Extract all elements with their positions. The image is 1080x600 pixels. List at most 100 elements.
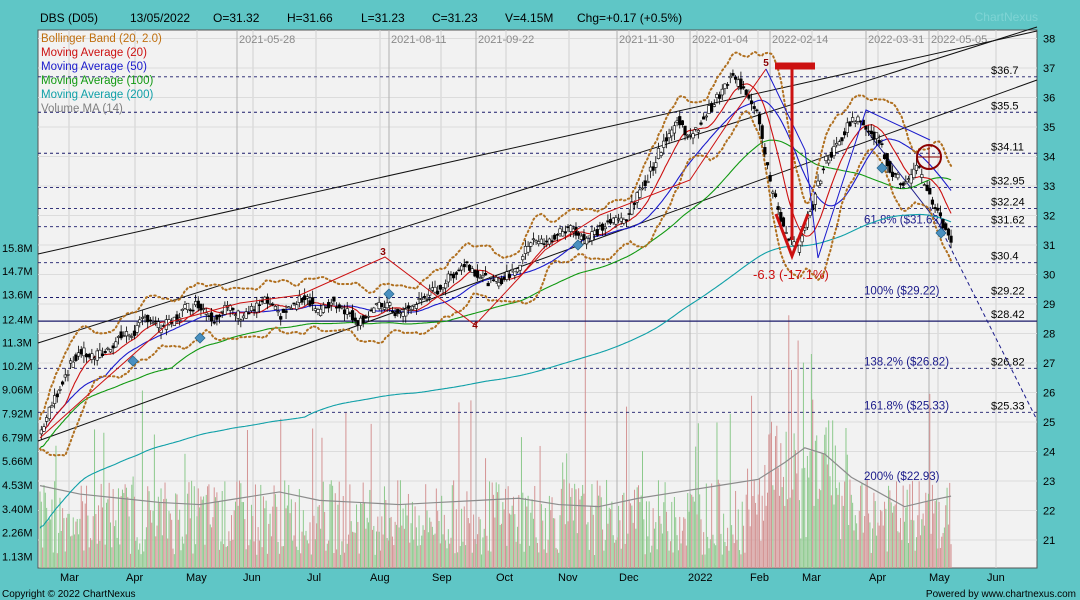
candle-body [406, 305, 411, 309]
candle-body [561, 231, 565, 237]
candle-body [882, 154, 887, 159]
candle-body [350, 310, 355, 321]
candle-body [180, 309, 184, 312]
candle-body [324, 306, 328, 309]
bollinger-lower [39, 110, 953, 457]
candlesticks [39, 69, 953, 440]
candle-body [523, 246, 528, 254]
candle-body [608, 219, 613, 224]
candle-body [752, 106, 756, 109]
x-axis-month-label: Jun [243, 572, 261, 584]
candle-body [909, 174, 913, 184]
candle-body [420, 298, 424, 300]
candle-body [393, 312, 397, 317]
y-axis-volume-label: 3.40M [2, 504, 33, 516]
header-close: C=31.23 [432, 11, 478, 25]
candle-body [529, 242, 533, 247]
candle-body [303, 295, 307, 301]
candle-body [74, 354, 78, 361]
candle-body [680, 120, 684, 125]
candle-body [465, 261, 469, 264]
candle-body [127, 334, 131, 337]
fibonacci-label: 161.8% ($25.33) [864, 400, 949, 412]
candle-body [135, 325, 139, 333]
candle-body [728, 76, 732, 79]
candle-body [696, 130, 700, 133]
y-axis-price-label: 35 [1043, 122, 1055, 134]
candle-body [946, 228, 950, 236]
candle-body [619, 217, 623, 222]
candle-body [372, 307, 376, 313]
candle-body [877, 139, 881, 144]
candle-body [130, 336, 134, 338]
candle-body [337, 304, 341, 309]
y-axis-volume-label: 9.06M [2, 385, 33, 397]
candle-body [76, 352, 81, 357]
candle-body [656, 148, 661, 159]
candle-body [542, 243, 546, 245]
y-axis-price-label: 37 [1043, 63, 1055, 75]
candle-body [845, 122, 849, 133]
candle-body [417, 298, 421, 300]
candle-body [587, 235, 591, 239]
candle-body [345, 308, 349, 315]
candle-body [353, 317, 357, 322]
candle-body [401, 311, 405, 317]
candle-body [715, 93, 719, 98]
x-axis-month-label: Sep [432, 572, 452, 584]
candle-body [433, 286, 437, 293]
powered-by: Powered by www.chartnexus.com [926, 589, 1076, 600]
candle-body [444, 283, 448, 289]
candle-body [414, 304, 418, 309]
candle-body [340, 306, 344, 309]
candle-body [590, 231, 594, 241]
candle-body [640, 187, 645, 190]
candle-body [183, 304, 187, 309]
candle-body [42, 426, 46, 432]
candle-body [784, 232, 788, 234]
candle-body [928, 187, 932, 195]
candle-body [832, 146, 836, 157]
candle-body [61, 381, 65, 385]
candle-body [92, 357, 97, 360]
date-marker-label: 2021-09-22 [478, 34, 534, 46]
candle-body [872, 131, 876, 140]
candle-body [87, 353, 91, 358]
y-axis-volume-label: 15.8M [2, 243, 33, 255]
date-marker-label: 2021-11-30 [619, 34, 674, 46]
candle-body [773, 193, 778, 197]
legend-volume-ma: Volume MA (14) [41, 103, 123, 115]
candle-body [45, 417, 49, 422]
candle-body [215, 314, 219, 320]
candle-body [664, 137, 669, 142]
candle-body [233, 314, 238, 316]
y-axis-volume-label: 13.6M [2, 289, 33, 301]
candle-body [100, 353, 105, 356]
candle-body [667, 133, 671, 139]
candle-body [329, 302, 333, 306]
candle-body [593, 230, 597, 235]
date-marker-label: 2022-02-14 [772, 34, 828, 46]
candle-body [553, 234, 557, 240]
candle-body [316, 309, 320, 313]
candle-body [723, 83, 727, 89]
candle-body [186, 302, 190, 311]
candle-body [890, 171, 895, 178]
candle-body [808, 211, 812, 216]
candle-body [819, 180, 823, 185]
annotations: 3 4 5 -6.3 (-17.1%) [39, 58, 947, 439]
candle-body [103, 351, 107, 354]
projection-line [929, 206, 1038, 421]
candle-body [489, 277, 493, 279]
candle-body [305, 296, 309, 299]
candle-body [462, 264, 466, 268]
candle-body [348, 312, 352, 315]
candle-body [321, 304, 325, 313]
candle-body [566, 226, 570, 229]
candle-body [119, 331, 123, 339]
candle-body [513, 271, 517, 276]
candle-body [731, 73, 735, 76]
date-marker-label: 2021-08-11 [391, 34, 446, 46]
candle-body [569, 225, 573, 232]
